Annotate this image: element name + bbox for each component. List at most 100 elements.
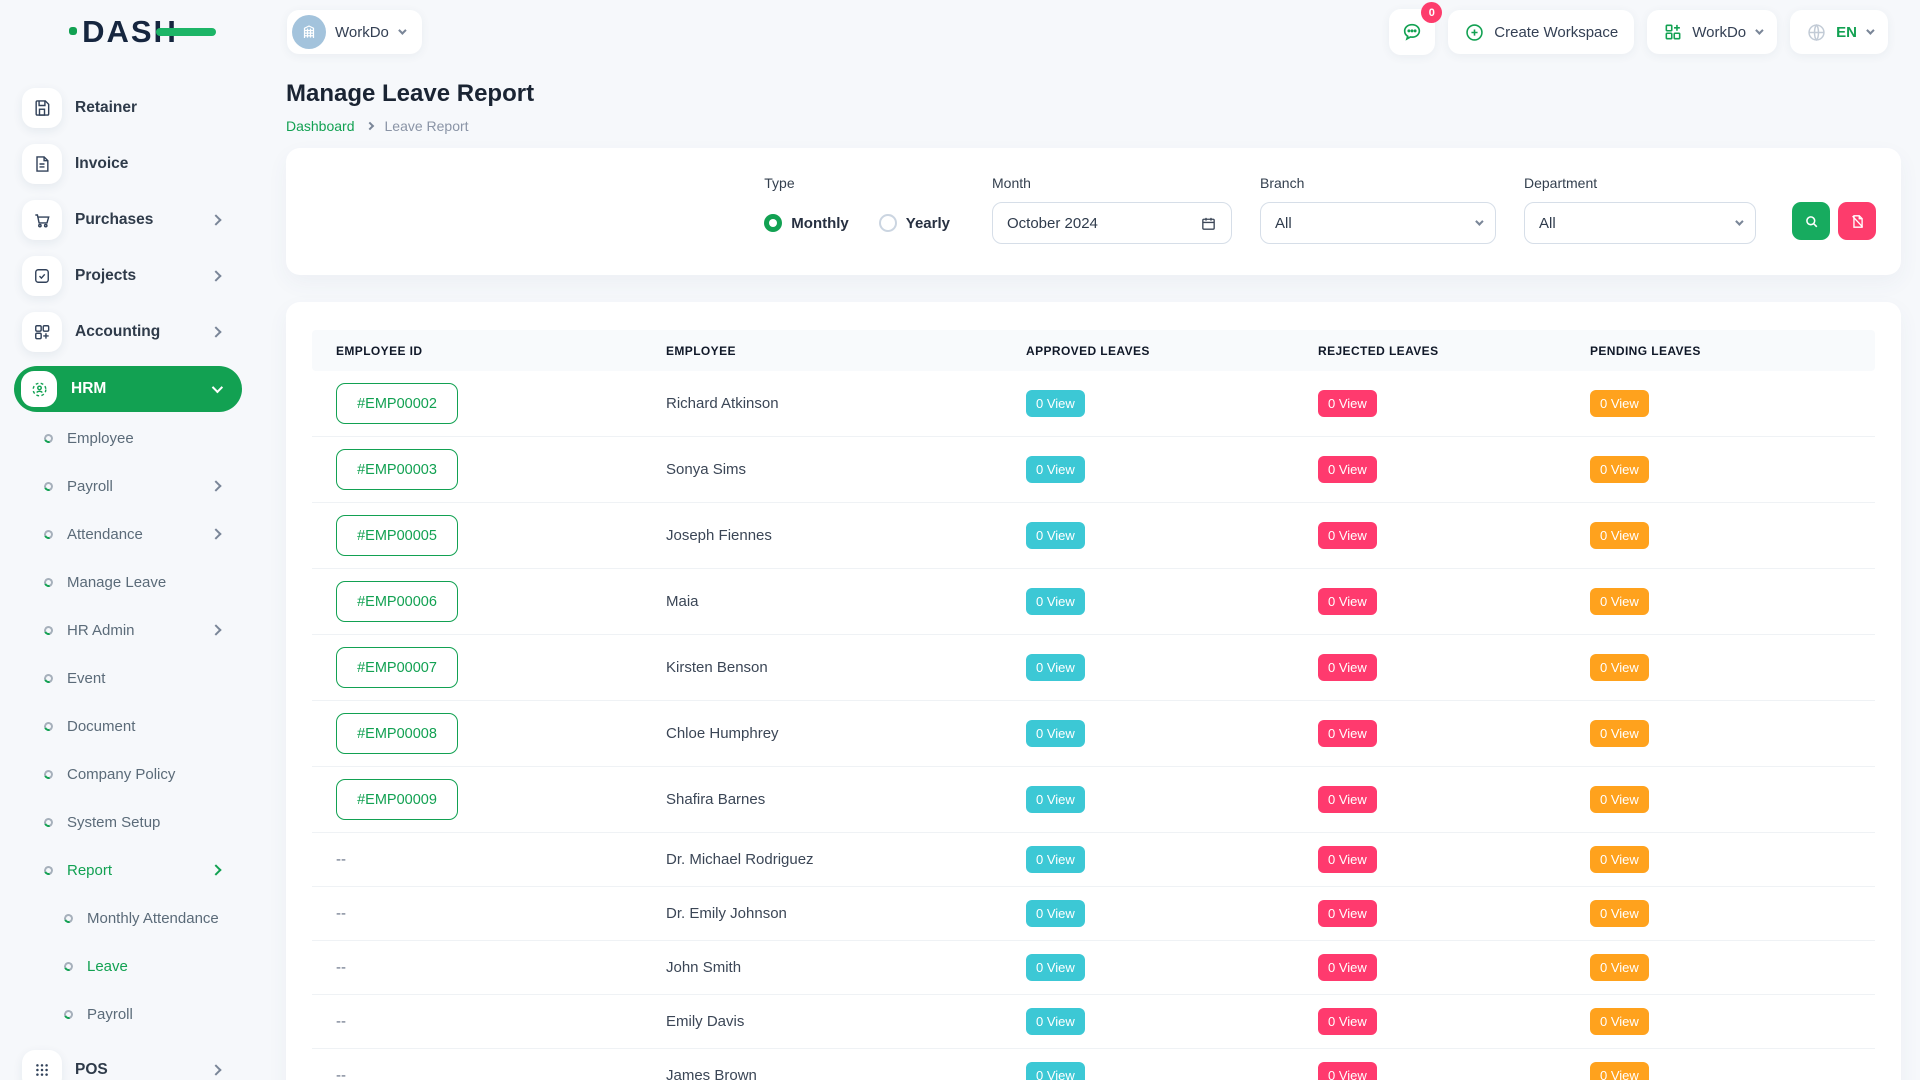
rejected-leaves-badge[interactable]: 0 View <box>1318 522 1377 549</box>
employee-id-button[interactable]: #EMP00005 <box>336 515 458 556</box>
workspace-switcher[interactable]: WorkDo <box>287 10 422 54</box>
sidebar-item-payroll[interactable]: Payroll <box>0 462 260 510</box>
employee-id-button[interactable]: #EMP00009 <box>336 779 458 820</box>
sidebar-item-document[interactable]: Document <box>0 702 260 750</box>
rejected-leaves-badge[interactable]: 0 View <box>1318 390 1377 417</box>
pending-leaves-badge[interactable]: 0 View <box>1590 786 1649 813</box>
pending-leaves-badge[interactable]: 0 View <box>1590 588 1649 615</box>
messages-button[interactable]: 0 <box>1389 9 1435 55</box>
sidebar-item-projects[interactable]: Projects <box>0 248 260 304</box>
employee-id-button[interactable]: #EMP00003 <box>336 449 458 490</box>
pending-leaves-badge[interactable]: 0 View <box>1590 900 1649 927</box>
approved-leaves-badge[interactable]: 0 View <box>1026 588 1085 615</box>
create-workspace-button[interactable]: Create Workspace <box>1448 10 1634 54</box>
rejected-leaves-badge[interactable]: 0 View <box>1318 1008 1377 1035</box>
sidebar-item-accounting[interactable]: Accounting <box>0 304 260 360</box>
employee-name: John Smith <box>642 959 1002 976</box>
sidebar-item-label: Invoice <box>75 155 128 173</box>
sidebar-item-employee[interactable]: Employee <box>0 414 260 462</box>
rejected-leaves-badge-cell: 0 View <box>1294 954 1566 981</box>
sidebar-item-invoice[interactable]: Invoice <box>0 136 260 192</box>
employee-id-button[interactable]: #EMP00002 <box>336 383 458 424</box>
sidebar-item-purchases[interactable]: Purchases <box>0 192 260 248</box>
pending-leaves-badge[interactable]: 0 View <box>1590 1008 1649 1035</box>
approved-leaves-badge[interactable]: 0 View <box>1026 900 1085 927</box>
type-yearly-radio[interactable]: Yearly <box>879 214 950 232</box>
app-menu-label: WorkDo <box>1692 24 1746 41</box>
table-row: #EMP00009Shafira Barnes0 View0 View0 Vie… <box>312 767 1875 833</box>
sidebar-item-company-policy[interactable]: Company Policy <box>0 750 260 798</box>
rejected-leaves-badge[interactable]: 0 View <box>1318 720 1377 747</box>
type-monthly-radio[interactable]: Monthly <box>764 214 849 232</box>
sidebar-item-system-setup[interactable]: System Setup <box>0 798 260 846</box>
sidebar-item-payroll-report[interactable]: Payroll <box>0 990 260 1038</box>
pending-leaves-badge[interactable]: 0 View <box>1590 720 1649 747</box>
approved-leaves-badge-cell: 0 View <box>1002 456 1294 483</box>
pending-leaves-badge-cell: 0 View <box>1566 390 1875 417</box>
breadcrumb-dashboard-link[interactable]: Dashboard <box>286 118 355 134</box>
pending-leaves-badge[interactable]: 0 View <box>1590 846 1649 873</box>
search-button[interactable] <box>1792 202 1830 240</box>
employee-id-button[interactable]: #EMP00007 <box>336 647 458 688</box>
calendar-icon <box>1200 215 1217 232</box>
hrm-icon <box>21 371 57 407</box>
employee-id-cell: #EMP00006 <box>312 581 642 622</box>
sidebar-item-hr-admin[interactable]: HR Admin <box>0 606 260 654</box>
pending-leaves-badge[interactable]: 0 View <box>1590 522 1649 549</box>
sidebar-item-event[interactable]: Event <box>0 654 260 702</box>
bullet-icon <box>43 528 55 540</box>
pending-leaves-badge[interactable]: 0 View <box>1590 456 1649 483</box>
sidebar-item-report[interactable]: Report <box>0 846 260 894</box>
column-header: APPROVED LEAVES <box>1002 344 1294 358</box>
topbar-actions: 0 Create Workspace WorkDo EN <box>1389 9 1888 55</box>
pending-leaves-badge[interactable]: 0 View <box>1590 954 1649 981</box>
sidebar-item-manage-leave[interactable]: Manage Leave <box>0 558 260 606</box>
language-selector[interactable]: EN <box>1790 10 1888 54</box>
employee-id-cell: #EMP00008 <box>312 713 642 754</box>
employee-name: Maia <box>642 593 1002 610</box>
rejected-leaves-badge[interactable]: 0 View <box>1318 846 1377 873</box>
month-value: October 2024 <box>1007 215 1098 232</box>
chevron-right-icon <box>365 122 373 130</box>
app-menu-button[interactable]: WorkDo <box>1647 10 1777 54</box>
approved-leaves-badge[interactable]: 0 View <box>1026 456 1085 483</box>
sidebar-item-hrm[interactable]: HRM <box>14 366 242 412</box>
rejected-leaves-badge[interactable]: 0 View <box>1318 654 1377 681</box>
rejected-leaves-badge[interactable]: 0 View <box>1318 954 1377 981</box>
approved-leaves-badge[interactable]: 0 View <box>1026 846 1085 873</box>
rejected-leaves-badge[interactable]: 0 View <box>1318 786 1377 813</box>
approved-leaves-badge[interactable]: 0 View <box>1026 522 1085 549</box>
month-input[interactable]: October 2024 <box>992 202 1232 244</box>
employee-id-button[interactable]: #EMP00006 <box>336 581 458 622</box>
sidebar-item-attendance[interactable]: Attendance <box>0 510 260 558</box>
approved-leaves-badge[interactable]: 0 View <box>1026 720 1085 747</box>
pending-leaves-badge[interactable]: 0 View <box>1590 1062 1649 1080</box>
rejected-leaves-badge-cell: 0 View <box>1294 720 1566 747</box>
rejected-leaves-badge[interactable]: 0 View <box>1318 900 1377 927</box>
bullet-icon <box>43 672 55 684</box>
branch-select[interactable]: All <box>1260 202 1496 244</box>
reset-filter-button[interactable] <box>1838 202 1876 240</box>
bullet-icon <box>43 768 55 780</box>
sidebar-item-label: Leave <box>87 958 128 975</box>
sidebar-item-monthly-attendance[interactable]: Monthly Attendance <box>0 894 260 942</box>
chevron-down-icon <box>212 382 223 393</box>
pending-leaves-badge[interactable]: 0 View <box>1590 390 1649 417</box>
department-select[interactable]: All <box>1524 202 1756 244</box>
sidebar-item-pos[interactable]: POS <box>0 1042 260 1080</box>
dash-logo[interactable]: DASH <box>82 14 178 50</box>
sidebar-item-retainer[interactable]: Retainer <box>0 80 260 136</box>
rejected-leaves-badge[interactable]: 0 View <box>1318 1062 1377 1080</box>
rejected-leaves-badge[interactable]: 0 View <box>1318 588 1377 615</box>
sidebar-item-leave-report[interactable]: Leave <box>0 942 260 990</box>
employee-id-button[interactable]: #EMP00008 <box>336 713 458 754</box>
pending-leaves-badge[interactable]: 0 View <box>1590 654 1649 681</box>
table-row: #EMP00003Sonya Sims0 View0 View0 View <box>312 437 1875 503</box>
approved-leaves-badge[interactable]: 0 View <box>1026 654 1085 681</box>
approved-leaves-badge[interactable]: 0 View <box>1026 1008 1085 1035</box>
approved-leaves-badge[interactable]: 0 View <box>1026 786 1085 813</box>
approved-leaves-badge[interactable]: 0 View <box>1026 1062 1085 1080</box>
rejected-leaves-badge[interactable]: 0 View <box>1318 456 1377 483</box>
approved-leaves-badge[interactable]: 0 View <box>1026 954 1085 981</box>
approved-leaves-badge[interactable]: 0 View <box>1026 390 1085 417</box>
